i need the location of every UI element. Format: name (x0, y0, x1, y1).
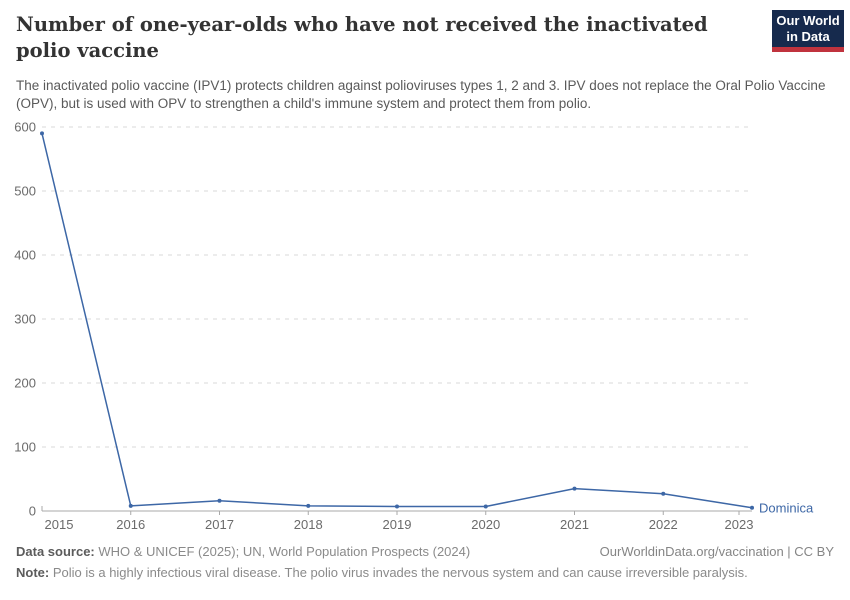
note-text: Polio is a highly infectious viral disea… (49, 565, 748, 580)
svg-text:100: 100 (14, 440, 36, 455)
owid-vaccination-link[interactable]: OurWorldinData.org/vaccination | CC BY (599, 544, 834, 559)
owid-logo[interactable]: Our World in Data (772, 10, 844, 52)
note-label: Note: (16, 565, 50, 580)
data-point (395, 504, 399, 509)
data-point (661, 491, 666, 496)
svg-text:2015: 2015 (45, 517, 74, 532)
svg-text:2022: 2022 (649, 517, 678, 532)
data-point (217, 498, 222, 503)
y-axis-labels: 0 100 200 300 400 500 600 (14, 120, 36, 519)
data-source-text: WHO & UNICEF (2025); UN, World Populatio… (94, 544, 471, 559)
data-source: Data source: WHO & UNICEF (2025); UN, Wo… (16, 543, 470, 561)
chart-note: Note: Polio is a highly infectious viral… (16, 564, 834, 582)
svg-text:300: 300 (14, 312, 36, 327)
svg-text:200: 200 (14, 376, 36, 391)
page-title: Number of one-year-olds who have not rec… (16, 13, 708, 62)
svg-text:2017: 2017 (205, 517, 234, 532)
data-line (41, 133, 753, 509)
svg-text:2016: 2016 (116, 517, 145, 532)
data-point (572, 486, 577, 491)
svg-text:2018: 2018 (294, 517, 323, 532)
x-axis: 2015 2016 2017 2018 2019 2020 2021 2022 2023 (41, 506, 754, 532)
data-point (750, 505, 754, 510)
series-end-label: Dominica (759, 500, 814, 515)
svg-text:2019: 2019 (383, 517, 412, 532)
chart-subtitle: The inactivated polio vaccine (IPV1) pro… (16, 78, 826, 111)
svg-text:400: 400 (14, 248, 36, 263)
svg-text:2020: 2020 (471, 517, 500, 532)
logo-line-2: in Data (786, 29, 830, 44)
data-point (40, 131, 44, 136)
chart-footer: Data source: WHO & UNICEF (2025); UN, Wo… (16, 543, 834, 582)
svg-text:600: 600 (14, 120, 36, 135)
data-source-label: Data source: (16, 544, 95, 559)
gridlines (42, 126, 752, 448)
data-series: Dominica (40, 131, 814, 515)
svg-text:2023: 2023 (725, 517, 754, 532)
data-point (128, 503, 133, 508)
data-point (483, 504, 488, 509)
svg-text:0: 0 (29, 504, 36, 519)
svg-text:500: 500 (14, 184, 36, 199)
data-point (306, 503, 311, 508)
svg-text:2021: 2021 (560, 517, 589, 532)
logo-line-1: Our World (776, 13, 840, 28)
